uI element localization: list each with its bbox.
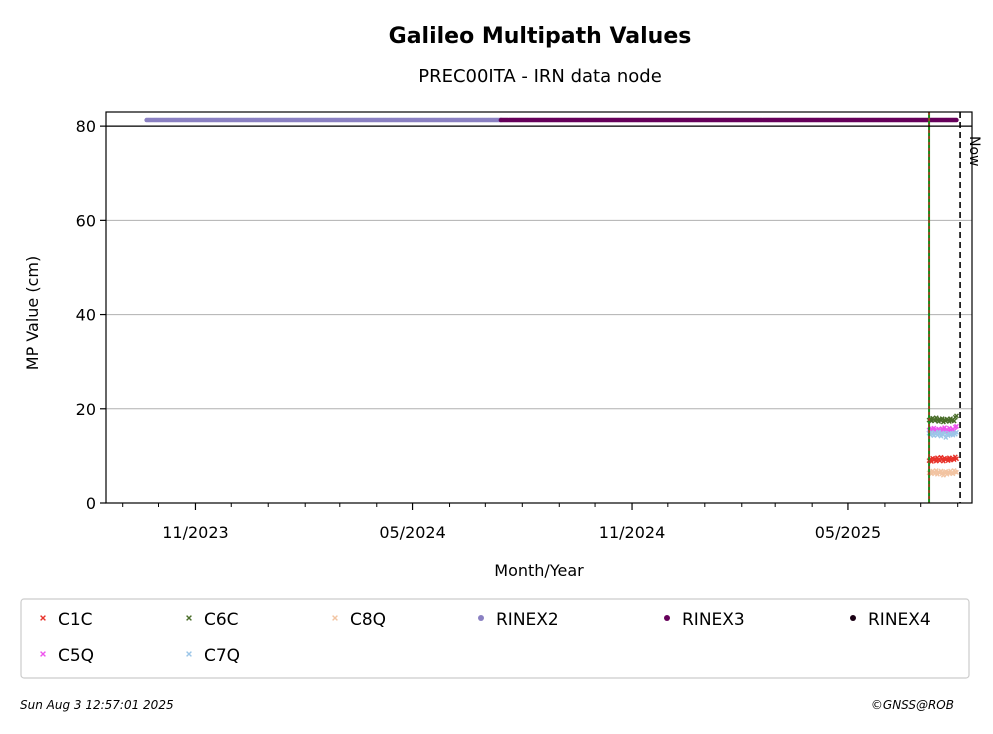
now-label: Now bbox=[966, 136, 982, 167]
y-axis-label: MP Value (cm) bbox=[23, 256, 42, 370]
legend-label-c1c: C1C bbox=[58, 610, 93, 630]
legend-marker-c6c bbox=[186, 615, 192, 621]
x-axis-ticks: 11/2023 05/2024 11/2024 05/2025 bbox=[122, 503, 959, 542]
legend-item-c5q: C5Q bbox=[40, 646, 94, 666]
legend-label-rinex3: RINEX3 bbox=[682, 610, 745, 630]
data-point-c5q bbox=[953, 423, 959, 429]
plot-frame bbox=[105, 111, 973, 504]
legend-label-c7q: C7Q bbox=[204, 646, 240, 666]
y-tick-label: 0 bbox=[86, 494, 96, 513]
legend-marker-c1c bbox=[40, 615, 46, 621]
legend-marker-rinex4 bbox=[850, 615, 856, 621]
legend-marker-c7q bbox=[186, 651, 192, 657]
legend-marker-rinex3 bbox=[664, 615, 670, 621]
legend: C1C C6C C8Q RINEX2 RINEX3 RINEX4 C5Q C7Q bbox=[20, 598, 970, 679]
y-tick-label: 40 bbox=[76, 306, 96, 325]
footer-timestamp: Sun Aug 3 12:57:01 2025 bbox=[20, 698, 174, 712]
y-tick-label: 20 bbox=[76, 400, 96, 419]
x-tick-label: 05/2024 bbox=[379, 523, 445, 542]
gridlines bbox=[106, 125, 972, 410]
x-tick-label: 11/2024 bbox=[599, 523, 665, 542]
chart-subtitle: PREC00ITA - IRN data node bbox=[418, 66, 662, 87]
legend-frame bbox=[20, 598, 970, 679]
data-point-c6c bbox=[953, 413, 959, 419]
x-tick-label: 11/2023 bbox=[162, 523, 228, 542]
legend-item-c6c: C6C bbox=[186, 610, 239, 630]
legend-item-rinex4: RINEX4 bbox=[850, 610, 931, 630]
legend-label-c8q: C8Q bbox=[350, 610, 386, 630]
legend-item-rinex3: RINEX3 bbox=[664, 610, 745, 630]
series-c6c bbox=[926, 413, 959, 425]
series-layer bbox=[144, 117, 959, 478]
data-point-c8q bbox=[940, 472, 946, 478]
y-axis-ticks: 0 20 40 60 80 bbox=[76, 117, 106, 513]
legend-label-rinex4: RINEX4 bbox=[868, 610, 931, 630]
series-rinex2 bbox=[144, 117, 504, 123]
legend-label-c6c: C6C bbox=[204, 610, 239, 630]
data-point-c8q bbox=[953, 469, 959, 475]
vertical-markers: Now bbox=[106, 112, 982, 503]
data-point-c1c bbox=[953, 456, 959, 462]
legend-marker-c5q bbox=[40, 651, 46, 657]
chart-title: Galileo Multipath Values bbox=[389, 24, 692, 49]
data-point-c7q bbox=[953, 429, 959, 435]
x-axis-label: Month/Year bbox=[494, 561, 584, 580]
legend-marker-rinex2 bbox=[478, 615, 484, 621]
data-point-rinex3 bbox=[954, 117, 959, 123]
legend-item-c7q: C7Q bbox=[186, 646, 240, 666]
y-tick-label: 80 bbox=[76, 117, 96, 136]
y-tick-label: 60 bbox=[76, 211, 96, 230]
series-c8q bbox=[926, 468, 959, 478]
data-point-c6c bbox=[951, 418, 957, 424]
legend-item-c1c: C1C bbox=[40, 610, 93, 630]
series-c1c bbox=[926, 454, 959, 465]
footer-copyright: ©GNSS@ROB bbox=[871, 698, 954, 712]
legend-label-c5q: C5Q bbox=[58, 646, 94, 666]
data-point-c8q bbox=[938, 468, 944, 474]
x-tick-label: 05/2025 bbox=[815, 523, 881, 542]
legend-marker-c8q bbox=[332, 615, 338, 621]
legend-label-rinex2: RINEX2 bbox=[496, 610, 559, 630]
series-rinex3 bbox=[498, 117, 959, 123]
legend-item-c8q: C8Q bbox=[332, 610, 386, 630]
legend-item-rinex2: RINEX2 bbox=[478, 610, 559, 630]
